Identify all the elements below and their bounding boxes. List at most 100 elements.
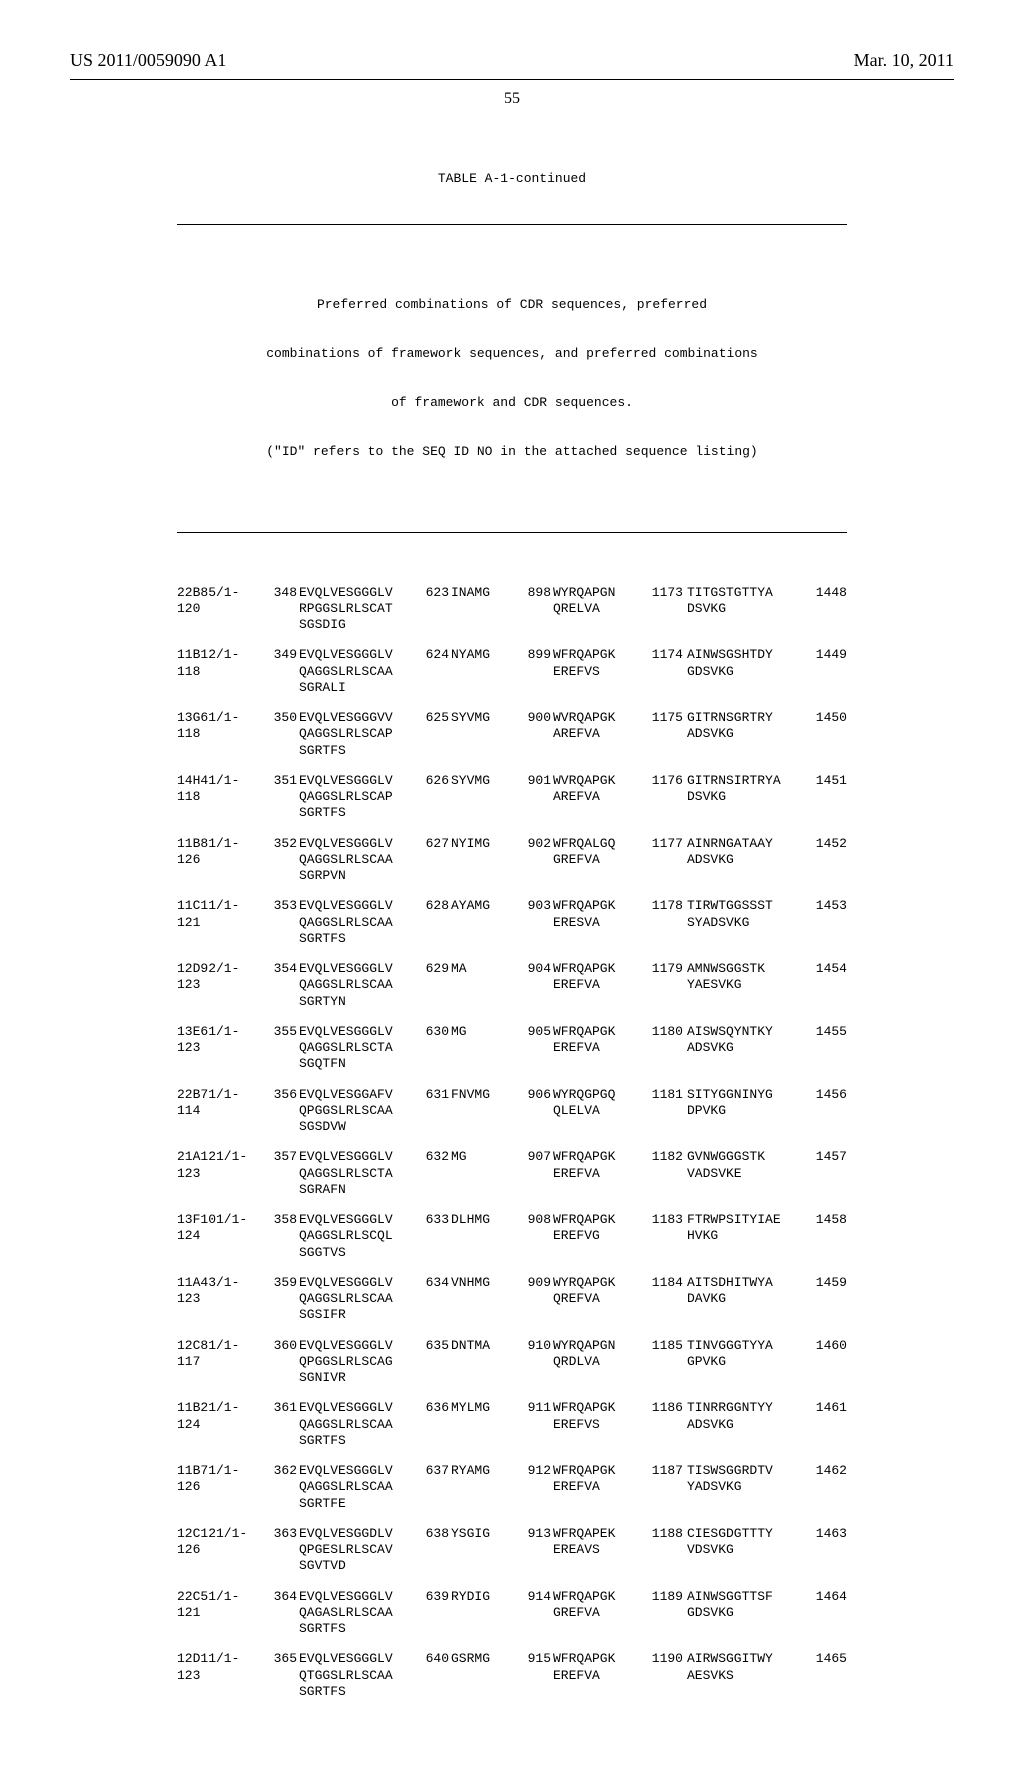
table-cell: GSRMG <box>451 1651 521 1700</box>
table-cell: 1462 <box>807 1463 847 1512</box>
table-cell: 355 <box>267 1024 299 1073</box>
table-cell: 623 <box>419 585 451 634</box>
table-cell: EVQLVESGGGLVQAGGSLRLSCAASGRTFE <box>299 1463 419 1512</box>
table-cell: 1450 <box>807 710 847 759</box>
table-cell: MG <box>451 1149 521 1198</box>
table-cell: NYIMG <box>451 836 521 885</box>
caption-line: combinations of framework sequences, and… <box>177 346 847 362</box>
table-cell: 898 <box>521 585 553 634</box>
table-cell: 900 <box>521 710 553 759</box>
table-cell: SITYGGNINYGDPVKG <box>687 1087 807 1136</box>
table-cell: 1173 <box>643 585 687 634</box>
table-cell: 1184 <box>643 1275 687 1324</box>
table-cell: AMNWSGGSTKYAESVKG <box>687 961 807 1010</box>
table-cell: 638 <box>419 1526 451 1575</box>
table-cell: 1455 <box>807 1024 847 1073</box>
table-cell: 627 <box>419 836 451 885</box>
table-cell: SYVMG <box>451 773 521 822</box>
table-cell: 1190 <box>643 1651 687 1700</box>
table-cell: 1186 <box>643 1400 687 1449</box>
table-cell: 352 <box>267 836 299 885</box>
table-cell: 1177 <box>643 836 687 885</box>
table-cell: 630 <box>419 1024 451 1073</box>
table-cell: 12D11/1-123 <box>177 1651 267 1700</box>
table-cell: 628 <box>419 898 451 947</box>
table-cell: AYAMG <box>451 898 521 947</box>
table-cell: TINRRGGNTYYADSVKG <box>687 1400 807 1449</box>
table-cell: 640 <box>419 1651 451 1700</box>
table-cell: 1456 <box>807 1087 847 1136</box>
table-cell: 636 <box>419 1400 451 1449</box>
table-cell: 632 <box>419 1149 451 1198</box>
table-cell: AINWSGGTTSFGDSVKG <box>687 1589 807 1638</box>
table-cell: WVRQAPGKAREFVA <box>553 773 643 822</box>
table-cell: 22B71/1-114 <box>177 1087 267 1136</box>
table-cell: 363 <box>267 1526 299 1575</box>
table-cell: 1463 <box>807 1526 847 1575</box>
table-cell: WYRQAPGNQRELVA <box>553 585 643 634</box>
table-cell: EVQLVESGGGLVRPGGSLRLSCATSGSDIG <box>299 585 419 634</box>
table-cell: 626 <box>419 773 451 822</box>
table-cell: EVQLVESGGAFVQPGGSLRLSCAASGSDVW <box>299 1087 419 1136</box>
patent-date: Mar. 10, 2011 <box>854 50 954 71</box>
table-row: 13E61/1-123355EVQLVESGGGLVQAGGSLRLSCTASG… <box>177 1024 847 1073</box>
table-cell: 1174 <box>643 647 687 696</box>
table-top-rule <box>177 224 847 225</box>
table-cell: 11B12/1-118 <box>177 647 267 696</box>
table-cell: 1452 <box>807 836 847 885</box>
table-cell: 348 <box>267 585 299 634</box>
table-cell: WFRQAPGKEREFVA <box>553 1024 643 1073</box>
table-cell: 14H41/1-118 <box>177 773 267 822</box>
table-cell: 908 <box>521 1212 553 1261</box>
table-cell: EVQLVESGGGLVQAGGSLRLSCAASGSIFR <box>299 1275 419 1324</box>
table-cell: GITRNSIRTRYADSVKG <box>687 773 807 822</box>
table-cell: 906 <box>521 1087 553 1136</box>
table-cell: WYRQAPGNQRDLVA <box>553 1338 643 1387</box>
table-cell: 353 <box>267 898 299 947</box>
table-row: 11A43/1-123359EVQLVESGGGLVQAGGSLRLSCAASG… <box>177 1275 847 1324</box>
table-row: 12C81/1-117360EVQLVESGGGLVQPGGSLRLSCAGSG… <box>177 1338 847 1387</box>
table-cell: FNVMG <box>451 1087 521 1136</box>
table-cell: RYAMG <box>451 1463 521 1512</box>
table-cell: 22B85/1-120 <box>177 585 267 634</box>
table-cell: 1465 <box>807 1651 847 1700</box>
table-cell: 11B21/1-124 <box>177 1400 267 1449</box>
table-cell: 1449 <box>807 647 847 696</box>
table-row: 12C121/1-126363EVQLVESGGDLVQPGESLRLSCAVS… <box>177 1526 847 1575</box>
table-cell: 360 <box>267 1338 299 1387</box>
table-cell: 1182 <box>643 1149 687 1198</box>
table-row: 21A121/1-123357EVQLVESGGGLVQAGGSLRLSCTAS… <box>177 1149 847 1198</box>
table-cell: 1188 <box>643 1526 687 1575</box>
table-cell: CIESGDGTTTYVDSVKG <box>687 1526 807 1575</box>
page-number: 55 <box>70 90 954 108</box>
table-cell: WVRQAPGKAREFVA <box>553 710 643 759</box>
table-cell: EVQLVESGGGLVQAGGSLRLSCQLSGGTVS <box>299 1212 419 1261</box>
table-cell: 362 <box>267 1463 299 1512</box>
table-cell: 907 <box>521 1149 553 1198</box>
table-cell: EVQLVESGGGVVQAGGSLRLSCAPSGRTFS <box>299 710 419 759</box>
table-cell: 1451 <box>807 773 847 822</box>
table-cell: AITSDHITWYADAVKG <box>687 1275 807 1324</box>
table-cell: 359 <box>267 1275 299 1324</box>
table-cell: 358 <box>267 1212 299 1261</box>
table-cell: 625 <box>419 710 451 759</box>
table-row: 11B12/1-118349EVQLVESGGGLVQAGGSLRLSCAASG… <box>177 647 847 696</box>
table-cell: 901 <box>521 773 553 822</box>
table-cell: 902 <box>521 836 553 885</box>
table-cell: RYDIG <box>451 1589 521 1638</box>
table-cell: EVQLVESGGGLVQAGGSLRLSCAASGRTFS <box>299 898 419 947</box>
table-cell: EVQLVESGGGLVQAGGSLRLSCTASGQTFN <box>299 1024 419 1073</box>
table-cell: WFRQAPGKEREFVS <box>553 647 643 696</box>
table-row: 22B85/1-120348EVQLVESGGGLVRPGGSLRLSCATSG… <box>177 585 847 634</box>
table-title: TABLE A-1-continued <box>177 171 847 187</box>
table-cell: 905 <box>521 1024 553 1073</box>
table-row: 12D11/1-123365EVQLVESGGGLVQTGGSLRLSCAASG… <box>177 1651 847 1700</box>
table-cell: DLHMG <box>451 1212 521 1261</box>
table-cell: 639 <box>419 1589 451 1638</box>
caption-line: Preferred combinations of CDR sequences,… <box>177 297 847 313</box>
table-cell: 1179 <box>643 961 687 1010</box>
table-cell: 1454 <box>807 961 847 1010</box>
table-cell: WYRQAPGKQREFVA <box>553 1275 643 1324</box>
table-row: 11B81/1-126352EVQLVESGGGLVQAGGSLRLSCAASG… <box>177 836 847 885</box>
table-cell: 11A43/1-123 <box>177 1275 267 1324</box>
